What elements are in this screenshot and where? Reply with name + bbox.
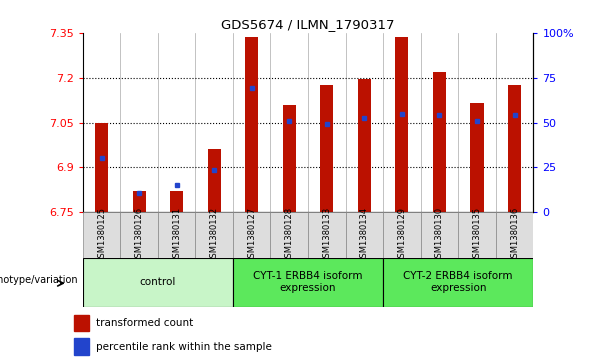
Bar bbox=[120, 212, 158, 258]
Text: GSM1380136: GSM1380136 bbox=[510, 207, 519, 263]
Bar bbox=[208, 150, 221, 212]
Bar bbox=[95, 123, 108, 212]
Text: transformed count: transformed count bbox=[96, 318, 193, 328]
Text: control: control bbox=[140, 277, 176, 287]
Bar bbox=[346, 212, 383, 258]
Text: GSM1380128: GSM1380128 bbox=[285, 207, 294, 263]
Text: GSM1380125: GSM1380125 bbox=[97, 207, 106, 263]
Bar bbox=[74, 314, 89, 331]
Bar bbox=[233, 258, 383, 307]
Text: GSM1380134: GSM1380134 bbox=[360, 207, 369, 263]
Bar bbox=[496, 212, 533, 258]
Bar bbox=[270, 212, 308, 258]
Bar bbox=[170, 191, 183, 212]
Bar bbox=[383, 258, 533, 307]
Bar bbox=[283, 105, 296, 212]
Bar bbox=[395, 37, 408, 212]
Text: genotype/variation: genotype/variation bbox=[0, 275, 78, 285]
Text: GSM1380127: GSM1380127 bbox=[247, 207, 256, 263]
Bar bbox=[74, 338, 89, 355]
Title: GDS5674 / ILMN_1790317: GDS5674 / ILMN_1790317 bbox=[221, 19, 395, 32]
Text: GSM1380130: GSM1380130 bbox=[435, 207, 444, 263]
Bar bbox=[83, 212, 120, 258]
Text: CYT-1 ERBB4 isoform
expression: CYT-1 ERBB4 isoform expression bbox=[253, 272, 363, 293]
Text: GSM1380133: GSM1380133 bbox=[322, 207, 331, 263]
Bar bbox=[308, 212, 346, 258]
Bar bbox=[433, 72, 446, 212]
Bar bbox=[83, 258, 233, 307]
Bar bbox=[508, 85, 521, 212]
Text: CYT-2 ERBB4 isoform
expression: CYT-2 ERBB4 isoform expression bbox=[403, 272, 513, 293]
Text: GSM1380131: GSM1380131 bbox=[172, 207, 181, 263]
Bar bbox=[233, 212, 270, 258]
Text: GSM1380126: GSM1380126 bbox=[135, 207, 143, 263]
Bar bbox=[245, 37, 258, 212]
Bar bbox=[470, 103, 484, 212]
Bar bbox=[458, 212, 496, 258]
Bar bbox=[132, 191, 146, 212]
Text: percentile rank within the sample: percentile rank within the sample bbox=[96, 342, 272, 352]
Bar bbox=[421, 212, 458, 258]
Bar bbox=[383, 212, 421, 258]
Text: GSM1380135: GSM1380135 bbox=[473, 207, 481, 263]
Bar bbox=[320, 85, 333, 212]
Text: GSM1380132: GSM1380132 bbox=[210, 207, 219, 263]
Bar bbox=[158, 212, 196, 258]
Text: GSM1380129: GSM1380129 bbox=[397, 207, 406, 263]
Bar bbox=[358, 79, 371, 212]
Bar bbox=[196, 212, 233, 258]
